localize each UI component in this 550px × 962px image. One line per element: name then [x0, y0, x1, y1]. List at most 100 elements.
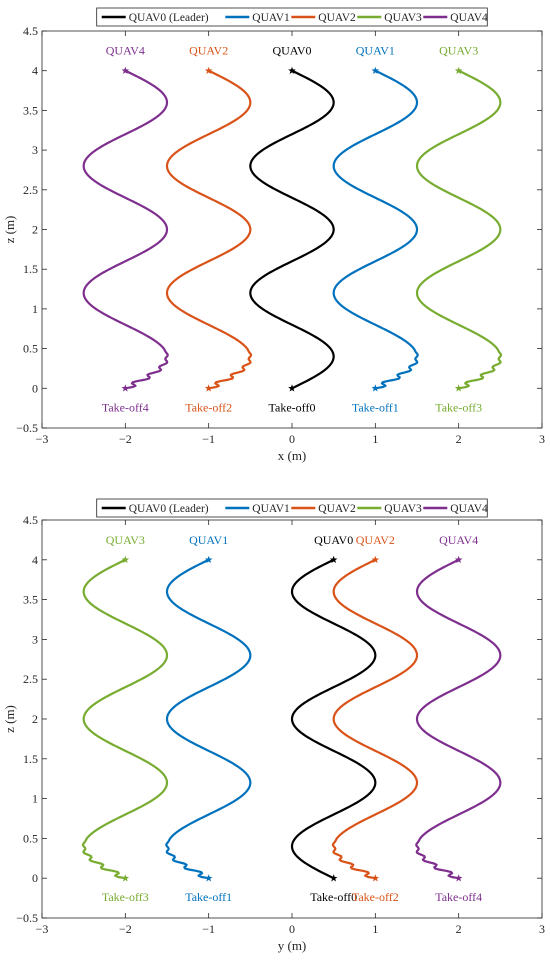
end-marker [204, 555, 213, 564]
legend-entry: QUAV1 [252, 12, 290, 24]
end-label: QUAV0 [314, 533, 353, 547]
takeoff-label: Take-off3 [102, 890, 149, 904]
y-tick-label: 1 [32, 792, 38, 806]
y-tick-label: 4 [32, 64, 38, 78]
end-label: QUAV1 [189, 533, 228, 547]
legend: QUAV0 (Leader) QUAV1 QUAV2 QUAV3 QUAV4 [96, 7, 488, 27]
x-tick-label: 3 [539, 922, 545, 936]
y-tick-label: 2 [32, 223, 38, 237]
takeoff-marker [371, 384, 380, 392]
end-marker [121, 66, 130, 74]
y-tick-label: 0 [32, 381, 38, 395]
takeoff-marker [204, 874, 213, 882]
y-tick-label: 2 [32, 712, 38, 726]
takeoff-label: Take-off2 [185, 400, 232, 414]
takeoff-marker [204, 384, 213, 392]
takeoff-marker [121, 874, 130, 882]
x-tick-label: 0 [289, 432, 295, 446]
end-marker [121, 555, 130, 564]
series-line-quav1 [165, 558, 252, 880]
end-label: QUAV2 [356, 533, 395, 547]
end-marker [329, 555, 338, 564]
x-tick-label: 1 [372, 922, 378, 936]
y-tick-label: 4.5 [23, 513, 38, 527]
y-tick-label: 3 [32, 143, 38, 157]
y-tick-label: 1 [32, 302, 38, 316]
series-line-quav2 [331, 558, 419, 880]
takeoff-label: Take-off4 [435, 890, 482, 904]
x-tick-label: −2 [119, 432, 132, 446]
x-axis-label: y (m) [278, 938, 307, 953]
legend-entry: QUAV1 [252, 503, 290, 515]
series-line-quav0 [290, 558, 377, 880]
end-marker [204, 66, 213, 74]
end-label: QUAV1 [356, 44, 395, 58]
end-label: QUAV3 [106, 533, 145, 547]
series-line-quav4 [415, 558, 502, 880]
y-tick-label: −0.5 [16, 421, 38, 435]
series-line-quav4 [82, 69, 169, 390]
chart-xz: −3 −2 −1 0 1 2 3 −0.5 0 0.5 1 1.5 2 2.5 3 3.5 4 4.5 x (m) z… [2, 7, 545, 463]
x-tick-label: 1 [372, 432, 378, 446]
y-tick-label: 3.5 [23, 103, 38, 117]
y-tick-label: 4 [32, 553, 38, 567]
y-tick-label: 0.5 [23, 342, 38, 356]
end-label: QUAV2 [189, 44, 228, 58]
end-marker [454, 555, 463, 564]
x-tick-label: 2 [456, 432, 462, 446]
takeoff-marker [454, 384, 463, 392]
y-axis-label: z (m) [2, 216, 17, 244]
y-tick-label: 3.5 [23, 593, 38, 607]
end-label: QUAV4 [106, 44, 145, 58]
takeoff-marker [329, 874, 338, 882]
series-line-quav3 [415, 69, 503, 390]
y-tick-label: 0.5 [23, 831, 38, 845]
x-tick-label: 0 [289, 922, 295, 936]
legend-entry: QUAV3 [384, 12, 422, 24]
axes-box [41, 30, 543, 429]
y-tick-label: 2.5 [23, 672, 38, 686]
legend-entry: QUAV3 [384, 503, 422, 515]
x-axis-label: x (m) [278, 448, 307, 463]
y-tick-label: 1.5 [23, 752, 38, 766]
legend-entry: QUAV2 [318, 12, 356, 24]
takeoff-marker [371, 874, 380, 882]
y-tick-label: 3 [32, 632, 38, 646]
y-axis-label: z (m) [2, 705, 17, 733]
y-tick-label: 0 [32, 871, 38, 885]
takeoff-label: Take-off1 [352, 400, 399, 414]
takeoff-label: Take-off3 [435, 400, 482, 414]
x-tick-label: −2 [119, 922, 132, 936]
takeoff-label: Take-off2 [352, 890, 399, 904]
x-tick-label: −3 [36, 432, 49, 446]
end-label: QUAV3 [439, 44, 478, 58]
takeoff-marker [288, 384, 296, 392]
legend-entry: QUAV4 [450, 12, 488, 24]
chart-yz: −3 −2 −1 0 1 2 3 −0.5 0 0.5 1 1.5 2 2.5 3 3.5 4 4.5 y (m) z… [2, 498, 545, 953]
end-marker [288, 66, 296, 74]
legend-entry: QUAV0 (Leader) [129, 12, 209, 24]
legend-entry: QUAV0 (Leader) [129, 503, 209, 515]
end-marker [371, 555, 380, 564]
takeoff-label: Take-off1 [185, 890, 232, 904]
series-line-quav1 [332, 69, 419, 390]
legend-entry: QUAV4 [450, 503, 488, 515]
x-tick-label: −1 [202, 432, 215, 446]
takeoff-label: Take-off4 [102, 400, 149, 414]
y-tick-label: 1.5 [23, 262, 38, 276]
y-tick-label: 4.5 [23, 24, 38, 38]
series-line-quav3 [81, 558, 169, 880]
series-line-quav2 [165, 69, 253, 390]
legend-entry: QUAV2 [318, 503, 356, 515]
legend: QUAV0 (Leader) QUAV1 QUAV2 QUAV3 QUAV4 [96, 498, 488, 518]
x-tick-label: 3 [539, 432, 545, 446]
takeoff-marker [454, 874, 463, 882]
x-tick-label: −1 [202, 922, 215, 936]
y-tick-label: 2.5 [23, 183, 38, 197]
end-marker [371, 66, 380, 74]
end-label: QUAV4 [439, 533, 478, 547]
series-line-quav0 [249, 69, 335, 390]
end-label: QUAV0 [272, 44, 311, 58]
x-tick-label: −3 [36, 922, 49, 936]
